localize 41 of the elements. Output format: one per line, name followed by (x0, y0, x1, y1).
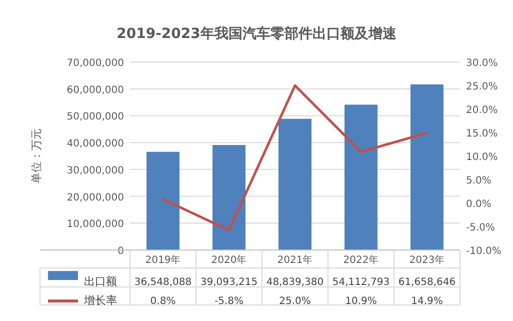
y2-tick-label: 5.0% (466, 176, 492, 186)
y2-tick-label: -10.0% (466, 246, 502, 257)
y-axis-title: 单位：万元 (30, 128, 43, 184)
line-series (162, 84, 428, 232)
legend-label: 增长率 (83, 294, 117, 307)
data-label: 54,112,793 (332, 277, 390, 288)
legend-label: 出口额 (84, 275, 117, 288)
bar (278, 118, 312, 250)
data-label: 0.8% (150, 296, 176, 307)
x-tick-label: 2019年 (145, 254, 181, 266)
y2-tick-label: 0.0% (466, 199, 492, 210)
y2-tick-label: 15.0% (466, 128, 498, 140)
y-tick-label: 30,000,000 (66, 165, 124, 176)
data-label: 36,548,088 (134, 277, 192, 288)
bar (146, 152, 180, 250)
y-tick-label: 60,000,000 (66, 84, 124, 96)
data-label: 25.0% (279, 296, 311, 307)
chart-title: 2019-2023年我国汽车零部件出口额及增速 (116, 25, 398, 42)
x-tick-label: 2020年 (211, 254, 247, 266)
data-label: -5.8% (214, 296, 244, 307)
data-label: 61,658,646 (398, 277, 456, 288)
y-tick-label: 70,000,000 (66, 58, 124, 69)
data-label: 10.9% (345, 296, 377, 307)
y2-tick-label: 20.0% (466, 105, 498, 116)
bar (212, 145, 246, 250)
bar (344, 104, 378, 250)
data-label: 48,839,380 (266, 277, 324, 288)
x-tick-label: 2023年 (409, 254, 445, 266)
data-label: 39,093,215 (200, 277, 258, 288)
x-tick-label: 2022年 (343, 254, 379, 266)
y2-tick-label: 10.0% (466, 152, 498, 163)
y2-tick-label: -5.0% (466, 222, 496, 234)
y-tick-label: 50,000,000 (66, 112, 124, 123)
y2-tick-label: 30.0% (466, 58, 498, 69)
x-tick-label: 2021年 (277, 254, 313, 266)
y-tick-label: 20,000,000 (66, 192, 124, 204)
y-tick-label: 40,000,000 (66, 138, 124, 150)
bar (410, 84, 444, 250)
y-tick-label: 10,000,000 (66, 219, 124, 230)
data-label: 14.9% (411, 296, 443, 307)
y2-tick-label: 25.0% (466, 82, 498, 92)
